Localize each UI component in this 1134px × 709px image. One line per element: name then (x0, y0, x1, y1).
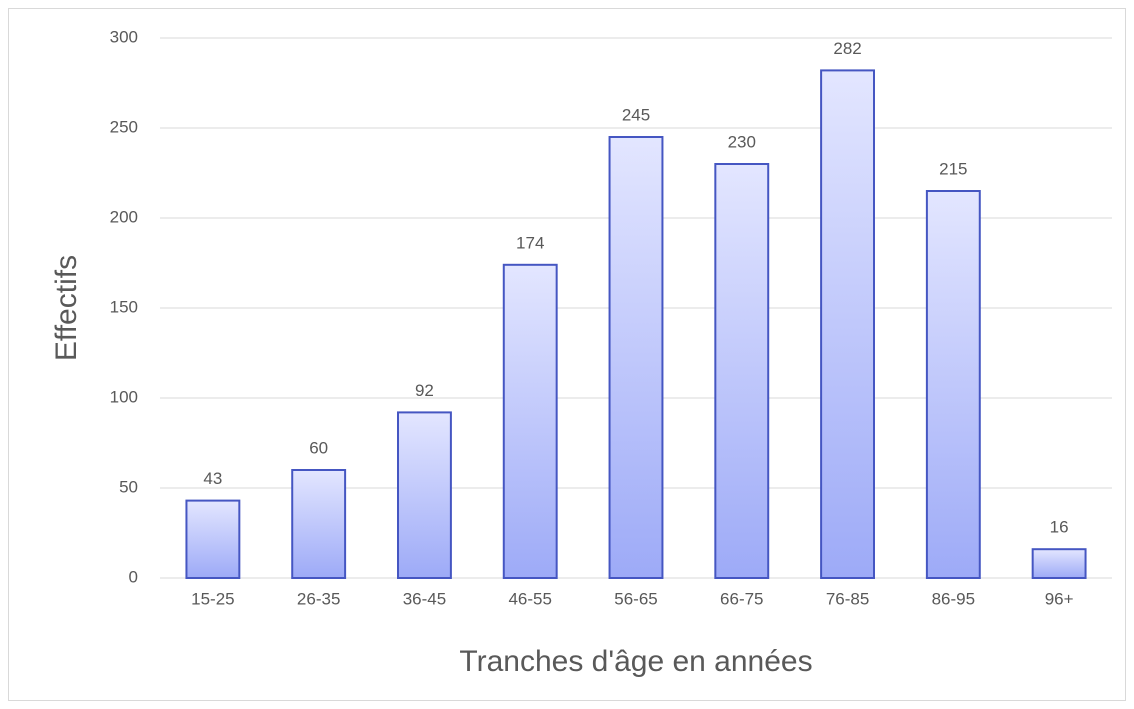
bar (502, 263, 558, 579)
data-label: 43 (203, 469, 222, 488)
x-tick-label: 96+ (1045, 589, 1074, 608)
bar (608, 136, 664, 579)
y-tick-label: 150 (110, 297, 138, 316)
y-tick-label: 50 (119, 477, 138, 496)
bar (820, 69, 875, 580)
bar (925, 190, 981, 579)
data-label: 174 (516, 233, 544, 252)
bar (291, 469, 347, 579)
data-label: 282 (833, 39, 861, 58)
x-tick-label: 36-45 (403, 589, 446, 608)
x-tick-label: 46-55 (508, 589, 551, 608)
x-tick-label: 56-65 (614, 589, 657, 608)
bar (1031, 548, 1087, 580)
y-tick-label: 0 (129, 567, 138, 586)
bar (185, 499, 241, 580)
data-label: 215 (939, 159, 967, 178)
x-tick-label: 76-85 (826, 589, 869, 608)
data-label: 60 (309, 438, 328, 457)
x-axis-title: Tranches d'âge en années (459, 645, 812, 678)
x-tick-label: 86-95 (932, 589, 975, 608)
x-tick-label: 66-75 (720, 589, 763, 608)
bar (397, 411, 452, 579)
data-label: 92 (415, 381, 434, 400)
x-tick-label: 26-35 (297, 589, 340, 608)
x-tick-label: 15-25 (191, 589, 234, 608)
y-tick-label: 100 (110, 387, 138, 406)
data-label: 245 (622, 105, 650, 124)
y-tick-label: 250 (110, 117, 138, 136)
y-axis-title: Effectifs (50, 255, 83, 361)
data-label: 16 (1050, 518, 1069, 537)
y-tick-label: 200 (110, 207, 138, 226)
data-label: 230 (728, 132, 756, 151)
bar (714, 163, 770, 579)
y-tick-label: 300 (110, 27, 138, 46)
